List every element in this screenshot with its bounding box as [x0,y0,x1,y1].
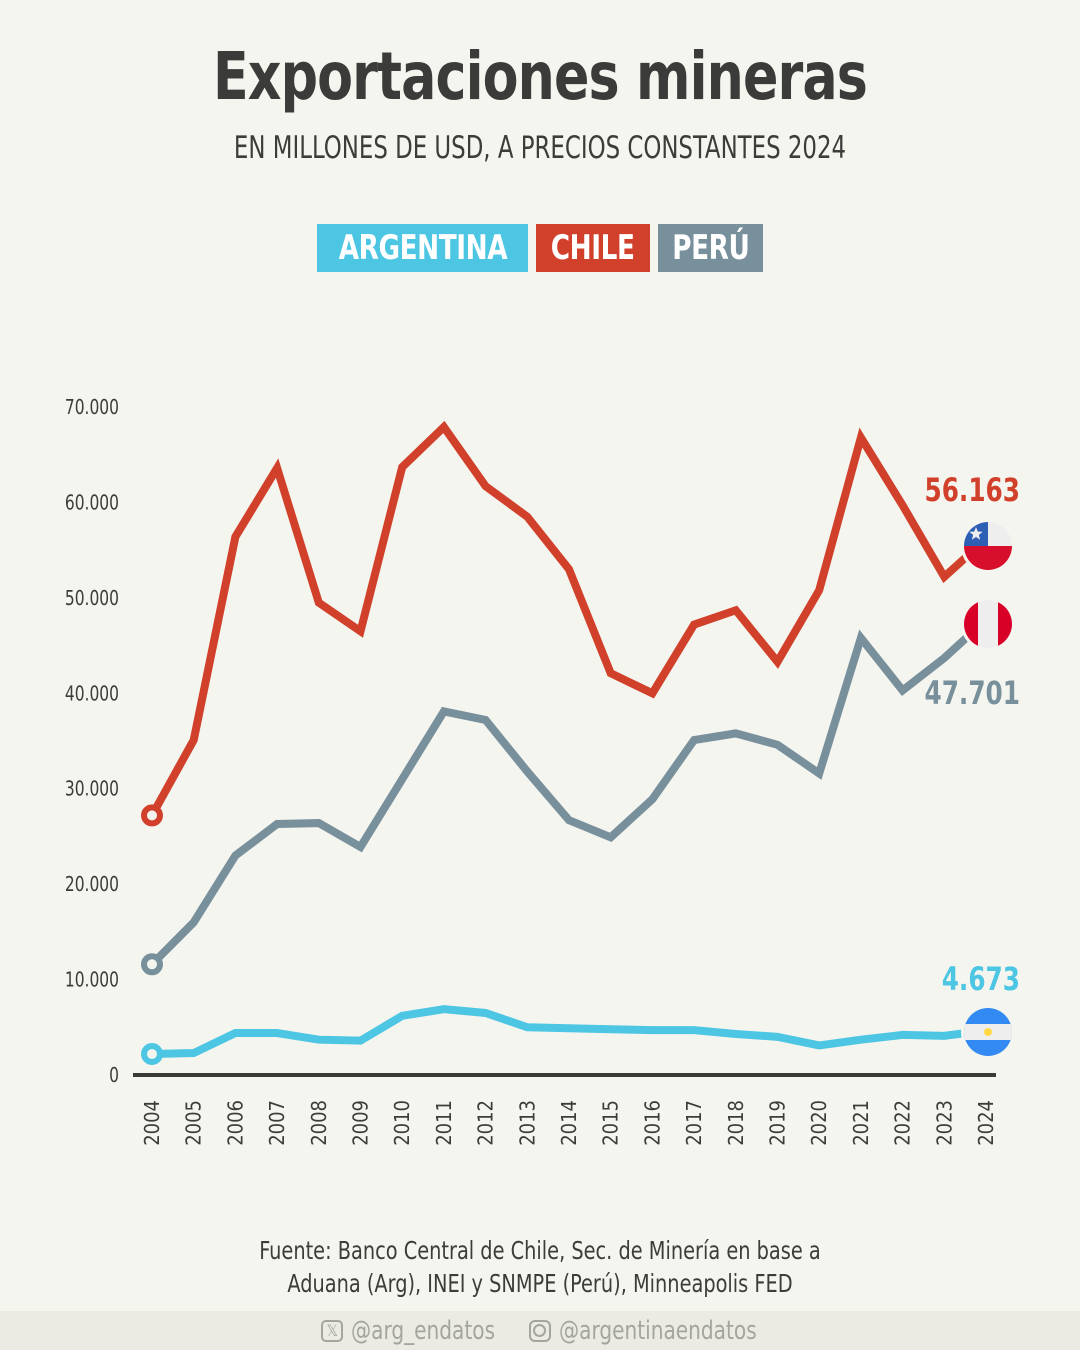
y-tick-label: 40.000 [65,683,119,706]
instagram-handle-text: @argentinaendatos [558,1315,757,1346]
y-tick-label: 50.000 [65,588,119,611]
series-lines [141,420,989,1066]
start-marker-peru [141,953,163,976]
x-tick-label: 2015 [599,1100,623,1146]
legend-argentina: ARGENTINA [316,224,529,272]
y-axis: 0 10.000 20.000 30.000 40.000 50.000 60.000 70.… [65,397,119,1088]
series-line-argentina [151,1005,987,1059]
series-line-peru [149,616,989,968]
x-tick-label: 2008 [307,1100,331,1146]
x-tick-label: 2016 [640,1100,664,1146]
x-tick-label: 2022 [891,1100,915,1146]
start-marker-argentina [141,1043,163,1066]
legend-peru: PERÚ [657,224,764,272]
series-line-chile [148,420,989,818]
x-tick-label: 2004 [140,1100,164,1146]
source-note: Fuente: Banco Central de Chile, Sec. de … [0,1234,1080,1300]
x-axis: 2004 2005 2006 2007 2008 2009 2010 2011 2012 2013… [140,1100,998,1146]
legend-label: ARGENTINA [338,228,507,268]
legend-label: PERÚ [671,228,750,268]
source-line-1: Fuente: Banco Central de Chile, Sec. de … [259,1236,821,1265]
instagram-icon [528,1319,551,1342]
x-tick-label: 2021 [849,1100,873,1146]
x-tick-label: 2014 [557,1100,581,1146]
x-tick-label: 2013 [515,1100,539,1146]
twitter-handle[interactable]: 𝕏 @arg_endatos [321,1316,495,1346]
x-tick-label: 2010 [390,1100,414,1146]
footer: 𝕏 @arg_endatos @argentinaendatos [0,1311,1080,1350]
instagram-handle[interactable]: @argentinaendatos [528,1315,759,1346]
legend-chile: CHILE [536,224,650,272]
x-tick-label: 2023 [932,1100,956,1146]
x-tick-label: 2017 [682,1100,706,1146]
source-line-2: Aduana (Arg), INEI y SNMPE (Perú), Minne… [287,1269,793,1298]
y-tick-label: 60.000 [65,492,119,515]
x-tick-label: 2024 [974,1100,998,1146]
x-tick-label: 2009 [349,1100,373,1146]
x-logo-icon: 𝕏 [321,1319,344,1342]
legend: ARGENTINA CHILE PERÚ [0,224,1080,272]
end-value-label-argentina: 4.673 [942,961,1020,999]
chile-flag [961,519,1015,573]
end-markers: 56.163 47.701 4.673 [925,472,1020,1059]
peru-flag [961,597,1015,651]
line-chart: 0 10.000 20.000 30.000 40.000 50.000 60.000 70.… [65,397,1020,1146]
legend-label: CHILE [551,228,635,268]
x-tick-label: 2018 [724,1100,748,1146]
twitter-handle-text: @arg_endatos [351,1315,496,1346]
y-tick-label: 70.000 [65,397,119,420]
x-tick-label: 2019 [766,1100,790,1146]
x-tick-label: 2005 [182,1100,206,1146]
x-tick-label: 2020 [807,1100,831,1146]
y-tick-label: 20.000 [65,874,119,897]
chart-subtitle: EN MILLONES DE USD, A PRECIOS CONSTANTES… [233,130,847,166]
end-value-label-chile: 56.163 [925,472,1020,510]
x-tick-label: 2007 [265,1100,289,1146]
x-tick-label: 2006 [223,1100,247,1146]
y-tick-label: 0 [109,1065,119,1088]
end-value-label-peru: 47.701 [925,675,1020,713]
x-tick-label: 2011 [432,1100,456,1146]
chart-title: Exportaciones mineras [212,38,868,115]
start-marker-chile [141,804,163,827]
y-tick-label: 30.000 [65,779,119,802]
argentina-flag [961,1005,1015,1059]
x-tick-label: 2012 [474,1100,498,1146]
y-tick-label: 10.000 [65,969,119,992]
